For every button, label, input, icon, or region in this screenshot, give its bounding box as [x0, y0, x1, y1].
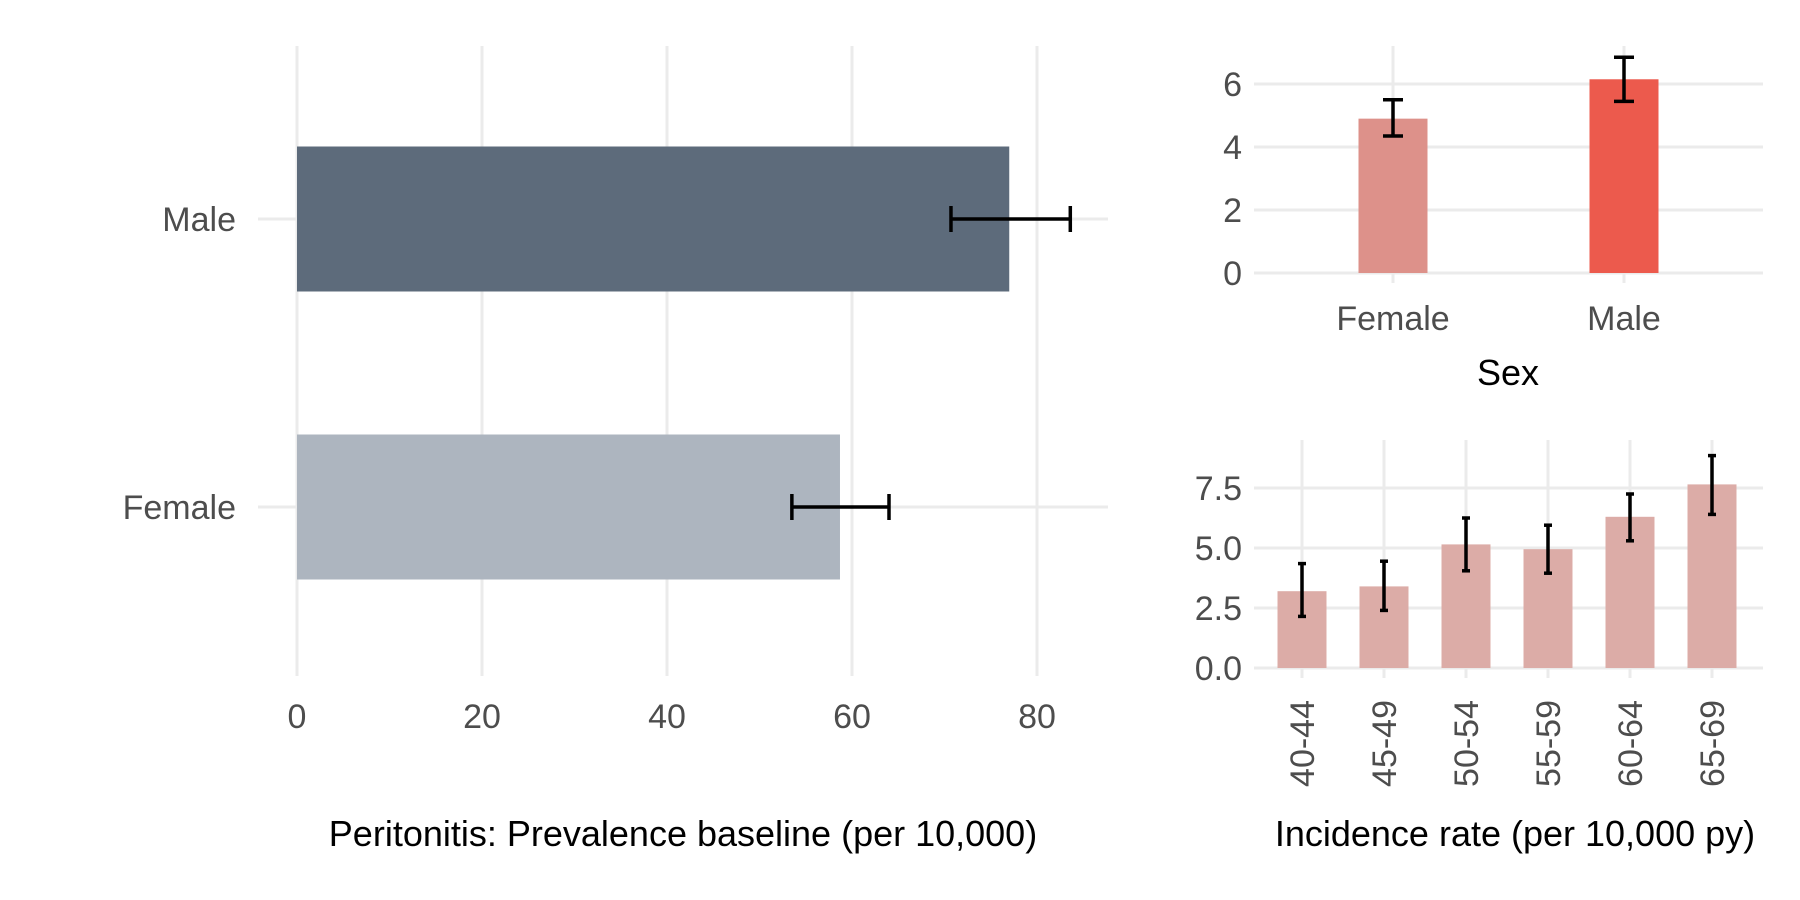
- bar-female: [297, 434, 840, 580]
- y-tick-label-2: 2: [1223, 192, 1242, 230]
- age-error-bars: [1298, 453, 1716, 619]
- prevalence-x-ticks: 0 20 40 60 80: [288, 698, 1056, 736]
- x-tick-label-60-64: 60-64: [1612, 700, 1650, 787]
- x-tick-label-80: 80: [1018, 698, 1056, 736]
- y-tick-label-female: Female: [123, 489, 236, 527]
- x-tick-label-female: Female: [1336, 300, 1449, 338]
- sex-error-bars: [1383, 55, 1634, 138]
- error-bar-male: [1614, 55, 1634, 104]
- prevalence-panel: 0 20 40 60 80 Male Female Peritonitis: Preval…: [123, 46, 1108, 854]
- x-tick-label-60: 60: [833, 698, 871, 736]
- error-bar-45-49: [1380, 559, 1388, 613]
- y-tick-label-male: Male: [162, 201, 236, 239]
- sex-x-ticks: Female Male: [1336, 300, 1661, 338]
- bar-male: [1589, 79, 1659, 274]
- x-tick-label-40-44: 40-44: [1284, 700, 1322, 787]
- x-tick-label-55-59: 55-59: [1530, 700, 1568, 787]
- age-bars: [1277, 484, 1737, 668]
- error-bar-female: [790, 494, 891, 520]
- age-grid: [1254, 440, 1763, 678]
- age-x-ticks: 40-44 45-49 50-54 55-59 60-64 65-69: [1284, 700, 1732, 787]
- sex-y-ticks: 0 2 4 6: [1223, 66, 1242, 293]
- error-bar-60-64: [1626, 492, 1634, 543]
- y-tick-label-0: 0: [1223, 255, 1242, 293]
- y-tick-label-7-5: 7.5: [1195, 470, 1242, 508]
- sex-incidence-panel: Female Male 0 2 4 6 Sex: [1223, 46, 1763, 393]
- prevalence-y-ticks: Male Female: [123, 201, 236, 527]
- y-tick-label-4: 4: [1223, 129, 1242, 167]
- x-tick-label-0: 0: [288, 698, 307, 736]
- error-bar-50-54: [1462, 516, 1470, 573]
- age-x-axis-title: Incidence rate (per 10,000 py): [1275, 813, 1755, 854]
- x-tick-label-male: Male: [1587, 300, 1661, 338]
- error-bar-40-44: [1298, 561, 1306, 619]
- prevalence-x-axis-title: Peritonitis: Prevalence baseline (per 10…: [329, 813, 1037, 854]
- sex-x-axis-title: Sex: [1477, 352, 1539, 393]
- error-bar-65-69: [1708, 453, 1716, 517]
- prevalence-bars: [297, 146, 1010, 580]
- error-bar-female: [1383, 98, 1403, 138]
- y-tick-label-2-5: 2.5: [1195, 590, 1242, 628]
- y-tick-label-6: 6: [1223, 66, 1242, 104]
- error-bar-55-59: [1544, 523, 1552, 575]
- y-tick-label-5-0: 5.0: [1195, 530, 1242, 568]
- x-tick-label-45-49: 45-49: [1366, 700, 1404, 787]
- prevalence-grid: [258, 46, 1108, 676]
- bar-female: [1358, 118, 1428, 274]
- error-bar-male: [949, 206, 1073, 232]
- x-tick-label-50-54: 50-54: [1448, 700, 1486, 787]
- x-tick-label-65-69: 65-69: [1694, 700, 1732, 787]
- sex-bars: [1358, 79, 1659, 274]
- age-y-ticks: 0.0 2.5 5.0 7.5: [1195, 470, 1242, 688]
- y-tick-label-0-0: 0.0: [1195, 650, 1242, 688]
- prevalence-error-bars: [790, 206, 1073, 520]
- bar-male: [297, 146, 1010, 292]
- x-tick-label-20: 20: [463, 698, 501, 736]
- age-incidence-panel: 40-44 45-49 50-54 55-59 60-64 65-69 0.0 2.5 5.0…: [1195, 440, 1763, 854]
- x-tick-label-40: 40: [648, 698, 686, 736]
- sex-grid: [1254, 46, 1763, 283]
